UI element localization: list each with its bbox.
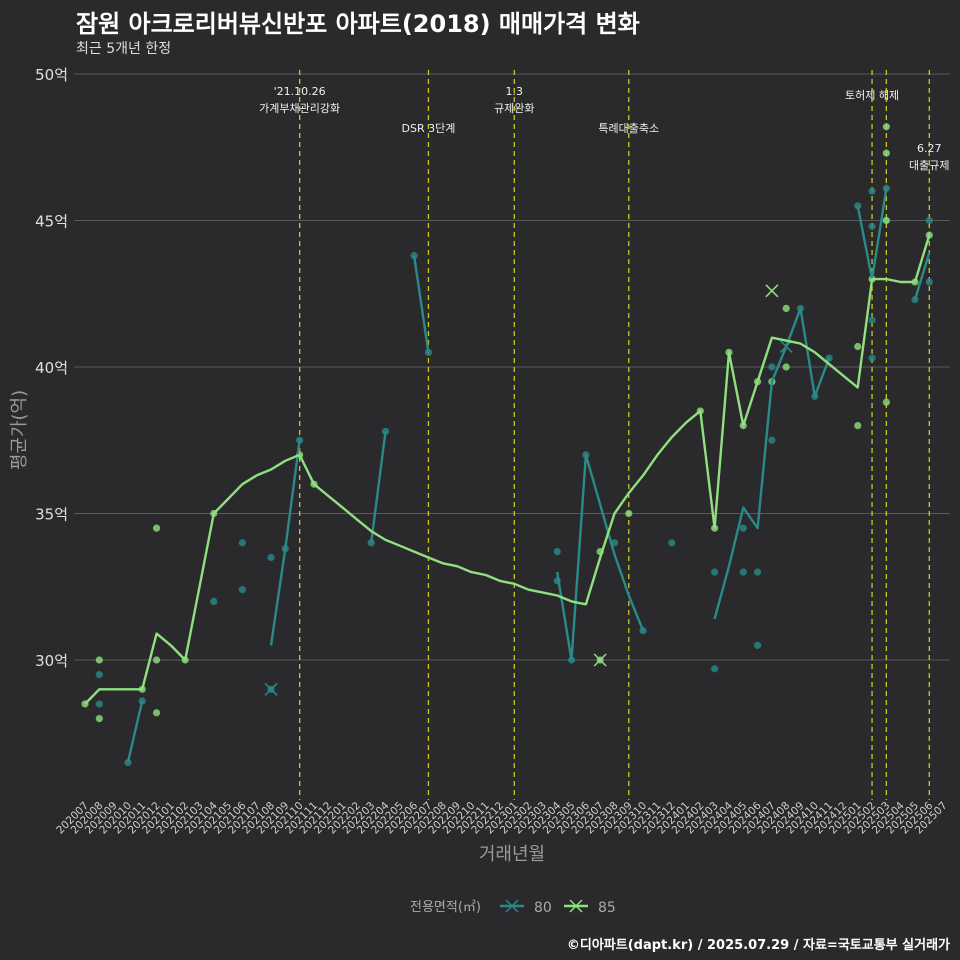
grid-lines <box>74 73 950 661</box>
data-point-80 <box>868 222 876 230</box>
data-point-80 <box>868 316 876 324</box>
event-label: DSR 3단계 <box>402 122 456 135</box>
event-label: '21.10.26 <box>274 85 326 98</box>
data-point-85 <box>782 363 790 371</box>
series-line-80 <box>370 431 387 543</box>
y-tick-label: 30억 <box>35 652 68 670</box>
data-point-80 <box>768 436 776 444</box>
series-line-80 <box>913 252 931 300</box>
y-tick-labels: 30억 35억 40억 45억 50억 <box>35 66 68 670</box>
data-point-80 <box>753 641 762 649</box>
data-point-80 <box>753 568 762 576</box>
x-marker-85 <box>765 284 779 298</box>
data-point-80 <box>553 547 561 556</box>
data-point-85 <box>95 715 103 723</box>
data-point-85 <box>152 709 161 717</box>
chart-title: 잠원 아크로리버뷰신반포 아파트(2018) 매매가격 변화 <box>76 10 640 38</box>
source-caption: ©디아파트(dapt.kr) / 2025.07.29 / 자료=국토교통부 실… <box>566 938 950 953</box>
series-line-80 <box>126 700 144 763</box>
event-label: 규제완화 <box>494 102 534 115</box>
series-line-80 <box>269 440 301 646</box>
chart-subtitle: 최근 5개년 한정 <box>76 41 172 57</box>
data-point-85 <box>854 422 862 430</box>
event-label: 특례대출축소 <box>598 122 659 135</box>
data-point-80 <box>768 363 776 371</box>
data-point-80 <box>95 671 103 679</box>
legend-key-x <box>569 899 583 913</box>
data-point-80 <box>711 568 719 576</box>
x-marker-80 <box>264 682 278 696</box>
legend-item-85: 85 <box>564 899 616 916</box>
data-point-80 <box>267 553 275 562</box>
data-point-80 <box>296 436 304 444</box>
series-layer <box>81 123 933 767</box>
event-label: 1.3 <box>506 85 524 98</box>
legend-title: 전용면적(㎡) <box>410 900 481 915</box>
data-point-80 <box>739 524 747 532</box>
y-tick-label: 50억 <box>35 66 68 84</box>
data-point-80 <box>424 348 433 356</box>
legend-key-x <box>505 899 519 913</box>
event-label: 6.27 <box>917 142 942 155</box>
event-label: 가계부채관리강화 <box>259 102 340 115</box>
series-line-80 <box>556 453 645 662</box>
data-point-85 <box>152 656 161 664</box>
data-point-80 <box>367 539 375 547</box>
data-point-80 <box>868 354 876 362</box>
data-point-80 <box>925 278 933 286</box>
series-line-85 <box>84 234 931 705</box>
x-axis-label: 거래년월 <box>479 844 545 865</box>
data-point-80 <box>124 758 132 767</box>
event-label: 토허제 해제 <box>845 88 899 102</box>
x-tick-labels: 2020072020082020092020102020112020122021… <box>54 799 949 836</box>
data-point-80 <box>95 700 103 708</box>
y-tick-label: 35억 <box>35 506 68 524</box>
event-label: 대출규제 <box>909 159 949 172</box>
data-point-85 <box>152 524 161 532</box>
data-point-85 <box>882 123 890 131</box>
data-point-85 <box>882 216 890 225</box>
y-tick-label: 40억 <box>35 359 68 377</box>
x-marker-85 <box>593 653 607 667</box>
legend: 전용면적(㎡) 80 85 <box>410 899 616 916</box>
y-tick-label: 45억 <box>35 213 68 231</box>
data-point-80 <box>739 568 747 576</box>
legend-item-80: 80 <box>500 899 552 916</box>
series-line-80 <box>713 307 831 620</box>
data-point-85 <box>782 304 790 312</box>
data-point-85 <box>882 149 890 157</box>
legend-label: 85 <box>598 900 616 916</box>
y-axis-label: 평균가(억) <box>9 390 30 470</box>
data-point-80 <box>925 216 933 225</box>
data-point-80 <box>882 184 890 192</box>
legend-label: 80 <box>534 900 552 916</box>
data-point-80 <box>410 252 418 260</box>
data-point-80 <box>668 539 676 547</box>
data-point-85 <box>854 342 862 351</box>
data-point-80 <box>210 597 218 606</box>
series-line-80 <box>412 255 430 353</box>
data-point-85 <box>882 398 890 406</box>
data-point-80 <box>381 427 390 436</box>
data-point-80 <box>711 665 719 673</box>
data-point-80 <box>238 539 247 547</box>
data-point-80 <box>238 586 247 594</box>
data-point-80 <box>868 187 876 195</box>
data-point-85 <box>95 656 103 664</box>
data-point-85 <box>625 509 633 518</box>
